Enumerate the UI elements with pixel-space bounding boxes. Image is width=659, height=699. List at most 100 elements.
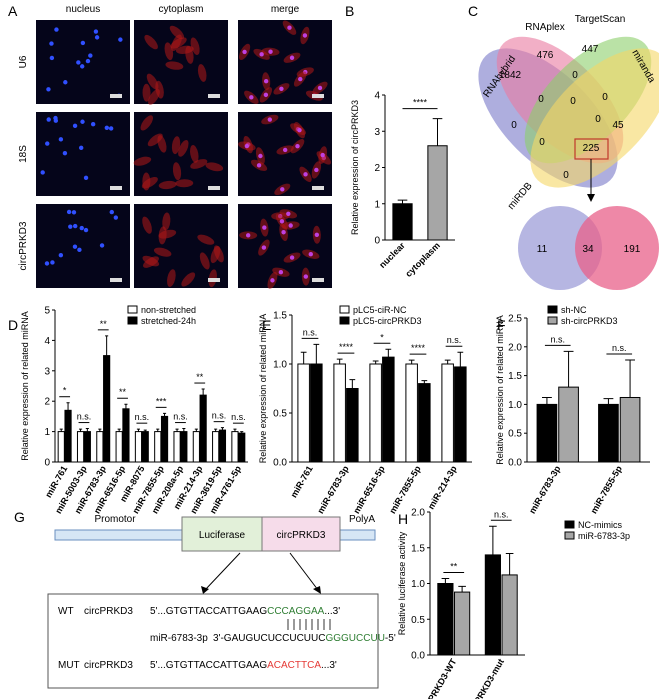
- y-tick-label: 1.0: [508, 400, 522, 411]
- bar: [382, 356, 395, 463]
- error-bar: [194, 428, 198, 432]
- nucleus-signal: [261, 245, 267, 250]
- nucleus-signal: [58, 253, 64, 258]
- region-count: 11: [537, 244, 548, 255]
- bar: [238, 432, 246, 463]
- nucleus-signal: [288, 223, 293, 228]
- sequence: 5'...GTGTTACCATTGAAGCCCAGGAA...3': [150, 606, 340, 617]
- bar: [231, 431, 239, 463]
- cytoplasm-signal: [141, 176, 158, 189]
- error-bar: [489, 525, 497, 555]
- x-tick-label: cytoplasm: [403, 240, 442, 279]
- nucleus-signal: [289, 55, 295, 60]
- panel-letter: A: [8, 3, 18, 19]
- scale-bar: [208, 186, 220, 190]
- y-axis-label: Relative expression of related miRNA: [258, 314, 268, 464]
- nucleus-signal: [267, 117, 273, 122]
- region-count: 0: [511, 120, 517, 131]
- cytoplasm-signal: [175, 179, 194, 188]
- cytoplasm-signal: [153, 247, 172, 257]
- bar: [392, 203, 413, 241]
- nucleus-signal: [80, 119, 85, 124]
- column-header: nucleus: [66, 4, 100, 15]
- legend-swatch: [127, 316, 138, 325]
- cytoplasm-signal: [142, 216, 152, 234]
- significance-label: n.s.: [231, 412, 246, 422]
- legend-label: sh-circPRKD3: [561, 316, 618, 326]
- cytoplasm-signal: [147, 133, 163, 147]
- bar: [598, 403, 619, 463]
- error-bar: [85, 428, 89, 432]
- nucleus-signal: [50, 260, 55, 265]
- cytoplasm-signal: [205, 162, 224, 172]
- nucleus-signal: [46, 87, 51, 92]
- error-bar: [163, 412, 167, 417]
- y-axis-label: Relative expression of circPRKD3: [350, 100, 360, 235]
- cytoplasm-signal: [190, 159, 208, 169]
- nucleus-signal: [71, 210, 77, 215]
- nucleus-signal: [94, 35, 100, 40]
- nucleus-signal: [109, 209, 114, 215]
- nucleus-signal: [280, 187, 285, 192]
- cytoplasm-signal: [140, 115, 154, 131]
- region-count: 0: [602, 92, 608, 103]
- y-tick-label: 0: [374, 236, 380, 247]
- y-tick-label: 1: [44, 427, 50, 438]
- nucleus-signal: [46, 117, 51, 122]
- significance-label: *: [380, 332, 384, 342]
- region-count: 34: [582, 244, 594, 255]
- error-bar: [458, 585, 466, 593]
- legend-swatch: [339, 316, 350, 325]
- error-bar: [542, 396, 552, 405]
- scale-bar: [110, 94, 122, 98]
- bar: [57, 431, 65, 463]
- bar: [310, 363, 323, 463]
- construct-label: circPRKD3: [277, 530, 326, 541]
- seq-part: 5'...GTGTTACCATTGAAG: [150, 660, 267, 671]
- nucleus-signal: [90, 122, 96, 127]
- nucleus-signal: [118, 37, 123, 42]
- nucleus-signal: [263, 92, 269, 98]
- panel-letter: G: [14, 509, 25, 525]
- nucleus-signal: [78, 145, 84, 151]
- nucleus-signal: [242, 49, 247, 55]
- pairing-lines: [287, 619, 331, 630]
- nucleus-signal: [104, 125, 110, 131]
- error-bar: [444, 359, 451, 364]
- bar: [212, 431, 220, 463]
- significance-label: n.s.: [494, 509, 509, 519]
- error-bar: [66, 402, 70, 411]
- nucleus-signal: [73, 223, 78, 229]
- significance-label: n.s.: [303, 327, 318, 337]
- x-tick-label: nuclear: [377, 240, 407, 270]
- nucleus-signal: [85, 58, 91, 64]
- bar: [437, 583, 454, 656]
- legend-swatch: [547, 316, 558, 325]
- significance-label: n.s.: [77, 412, 92, 422]
- legend-label: sh-NC: [561, 305, 587, 315]
- scale-bar: [312, 94, 324, 98]
- seq-part: 5'...GTGTTACCATTGAAG: [150, 606, 267, 617]
- bar: [83, 431, 91, 463]
- region-count: 447: [582, 44, 599, 55]
- error-bar: [457, 351, 464, 367]
- region-count: 0: [572, 70, 578, 81]
- nucleus-signal: [298, 76, 303, 82]
- y-tick-label: 1.5: [508, 371, 522, 382]
- cytoplasm-signal: [190, 145, 199, 163]
- significance-label: n.s.: [447, 335, 462, 345]
- y-axis-label: Relative expression of related miRNA: [20, 311, 30, 461]
- bar: [134, 431, 143, 463]
- construct-label: PolyA: [349, 514, 375, 525]
- panel-letter: F: [497, 317, 506, 333]
- sequence: 5'...GTGTTACCATTGAAGACACTTCA...3': [150, 660, 337, 671]
- cytoplasm-signal: [197, 234, 215, 245]
- x-tick-label: circPRKD3-mut: [464, 657, 506, 699]
- y-tick-label: 0: [44, 458, 50, 469]
- x-tick-label: miR-761: [289, 464, 315, 499]
- panel-c: C RNAplex TargetScan RNAhybrid miranda 4…: [468, 3, 659, 290]
- legend-label: pLC5-ciR-NC: [353, 305, 407, 315]
- venn-set: [530, 48, 659, 188]
- seq-part: ...3': [321, 660, 337, 671]
- cytoplasm-signal: [167, 269, 176, 287]
